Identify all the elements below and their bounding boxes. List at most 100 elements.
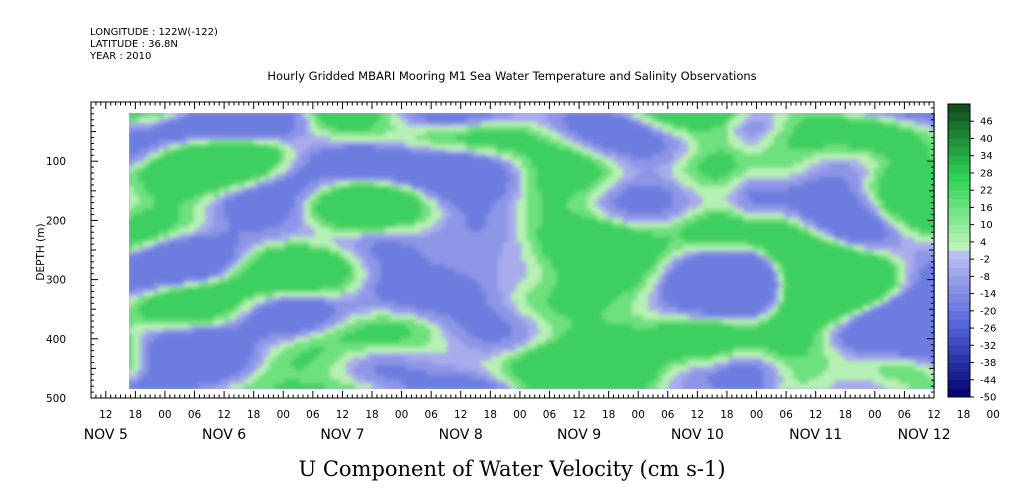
heatmap-cell <box>445 172 452 178</box>
heatmap-cell <box>284 342 291 349</box>
heatmap-cell <box>571 218 578 224</box>
heatmap-cell <box>445 236 452 243</box>
heatmap-cell <box>370 333 377 339</box>
heatmap-cell <box>188 305 196 312</box>
heatmap-cell <box>455 255 463 261</box>
heatmap-cell <box>203 153 211 160</box>
heatmap-cell <box>269 186 276 192</box>
heatmap-cell <box>440 282 447 289</box>
heatmap-cell <box>178 144 186 151</box>
heatmap-cell <box>390 342 397 349</box>
heatmap-cell <box>294 167 301 174</box>
heatmap-cell <box>249 172 256 178</box>
heatmap-cell <box>173 213 180 220</box>
heatmap-cell <box>501 374 508 381</box>
heatmap-cell <box>324 117 332 123</box>
heatmap-cell <box>254 351 261 358</box>
heatmap-cell <box>415 273 422 280</box>
heatmap-cell <box>294 117 301 123</box>
heatmap-cell <box>304 113 311 119</box>
heatmap-cell <box>430 241 437 247</box>
heatmap-cell <box>339 130 347 137</box>
heatmap-cell <box>400 236 407 243</box>
heatmap-cell <box>234 264 241 270</box>
heatmap-cell <box>294 199 301 206</box>
heatmap-cell <box>440 113 447 119</box>
heatmap-cell <box>475 113 483 119</box>
heatmap-cell <box>304 319 311 326</box>
heatmap-cell <box>350 153 357 160</box>
heatmap-cell <box>143 167 150 174</box>
heatmap-cell <box>234 186 241 192</box>
heatmap-cell <box>143 287 150 293</box>
heatmap-cell <box>264 213 271 220</box>
heatmap-cell <box>556 268 563 275</box>
heatmap-cell <box>178 176 186 183</box>
heatmap-cell <box>551 342 558 349</box>
heatmap-cell <box>345 149 352 155</box>
heatmap-cell <box>596 153 604 160</box>
heatmap-cell <box>173 333 180 339</box>
heatmap-cell <box>219 333 226 339</box>
heatmap-cell <box>591 140 599 146</box>
heatmap-cell <box>365 301 372 307</box>
heatmap-cell <box>234 113 241 119</box>
heatmap-cell <box>183 186 191 192</box>
heatmap-cell <box>178 135 186 142</box>
heatmap-cell <box>460 135 468 142</box>
heatmap-cell <box>249 153 256 160</box>
heatmap-cell <box>591 121 599 128</box>
heatmap-cell <box>400 347 407 353</box>
heatmap-cell <box>289 222 296 229</box>
heatmap-cell <box>465 209 473 215</box>
heatmap-cell <box>561 227 568 234</box>
heatmap-cell <box>163 190 170 197</box>
heatmap-cell <box>460 140 468 146</box>
heatmap-cell <box>178 259 186 266</box>
heatmap-cell <box>304 245 311 252</box>
heatmap-cell <box>566 232 573 238</box>
heatmap-cell <box>460 305 468 312</box>
heatmap-cell <box>249 121 256 128</box>
heatmap-cell <box>435 259 442 266</box>
heatmap-cell <box>455 236 463 243</box>
heatmap-cell <box>395 130 402 137</box>
heatmap-cell <box>445 135 452 142</box>
heatmap-cell <box>153 158 160 165</box>
heatmap-cell <box>581 222 589 229</box>
heatmap-cell <box>385 250 392 257</box>
heatmap-cell <box>279 153 286 160</box>
heatmap-cell <box>536 241 543 247</box>
heatmap-cell <box>420 167 427 174</box>
heatmap-cell <box>355 144 362 151</box>
heatmap-cell <box>178 351 186 358</box>
heatmap-cell <box>360 241 367 247</box>
heatmap-cell <box>395 227 402 234</box>
heatmap-cell <box>390 199 397 206</box>
heatmap-cell <box>138 190 145 197</box>
heatmap-cell <box>168 186 175 192</box>
heatmap-cell <box>163 163 170 169</box>
heatmap-cell <box>168 328 175 335</box>
heatmap-cell <box>143 227 150 234</box>
heatmap-cell <box>496 218 503 224</box>
heatmap-cell <box>355 342 362 349</box>
heatmap-cell <box>229 241 236 247</box>
heatmap-cell <box>531 273 538 280</box>
heatmap-cell <box>420 328 427 335</box>
heatmap-cell <box>314 310 322 316</box>
heatmap-cell <box>219 232 226 238</box>
heatmap-cell <box>269 324 276 330</box>
heatmap-cell <box>455 314 463 321</box>
heatmap-cell <box>309 264 316 270</box>
heatmap-cell <box>163 360 170 367</box>
heatmap-cell <box>178 264 186 270</box>
heatmap-cell <box>219 218 226 224</box>
heatmap-cell <box>445 264 452 270</box>
heatmap-cell <box>324 347 332 353</box>
heatmap-cell <box>400 296 407 303</box>
heatmap-cell <box>229 383 236 389</box>
heatmap-cell <box>410 282 417 289</box>
heatmap-cell <box>496 342 503 349</box>
heatmap-cell <box>566 126 573 132</box>
